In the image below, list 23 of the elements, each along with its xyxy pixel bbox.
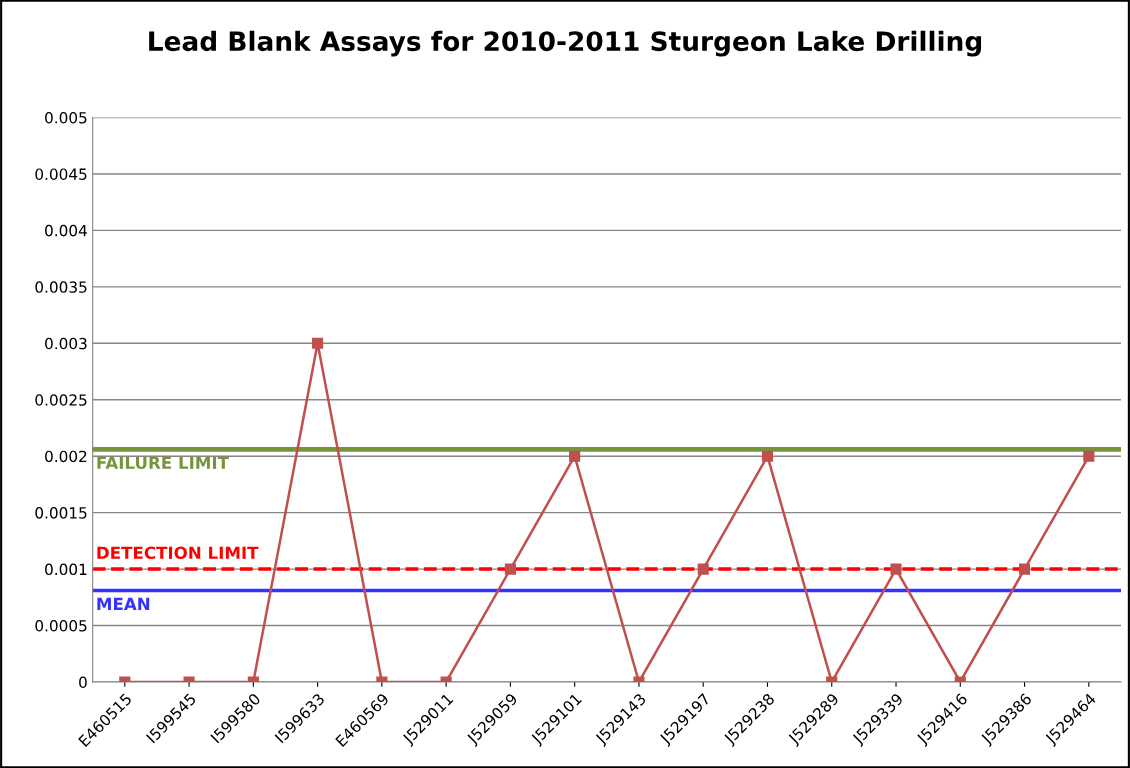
point xyxy=(504,563,516,575)
point xyxy=(569,450,581,462)
point xyxy=(761,450,774,462)
y-tick-label: 0.0045 xyxy=(35,168,87,180)
y-tick-label: 0.0015 xyxy=(35,507,87,519)
point xyxy=(312,337,324,349)
ref-line-label: MEAN xyxy=(97,597,150,610)
y-tick-label: 0.002 xyxy=(45,450,87,463)
y-tick-label: 0.003 xyxy=(45,337,87,350)
ref-line-label: DETECTION LIMIT xyxy=(97,546,259,560)
y-tick-label: 0 xyxy=(79,676,87,689)
y-tick-label: 0.004 xyxy=(45,224,87,237)
point xyxy=(890,563,902,575)
y-tick-label: 0.005 xyxy=(45,111,87,124)
point xyxy=(1083,450,1095,462)
y-tick-label: 0.001 xyxy=(45,563,87,576)
y-tick-label: 0.0035 xyxy=(35,281,87,293)
point xyxy=(1019,563,1031,575)
y-tick-label: 0.0005 xyxy=(35,620,87,632)
y-tick-label: 0.0025 xyxy=(35,394,87,406)
ref-line-label: FAILURE LIMIT xyxy=(97,456,229,470)
point xyxy=(697,563,709,575)
chart-title: Lead Blank Assays for 2010-2011 Sturgeon Lake Drilling xyxy=(149,30,982,57)
